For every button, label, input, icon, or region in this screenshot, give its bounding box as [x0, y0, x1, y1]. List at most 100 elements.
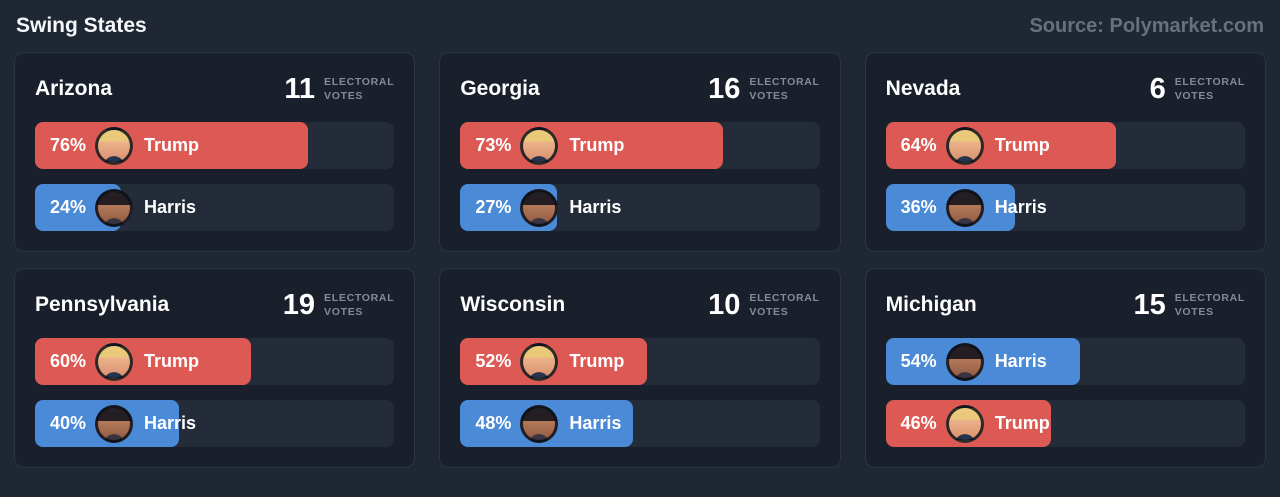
electoral-votes-count: 19	[282, 289, 316, 321]
candidate-avatar	[945, 342, 984, 381]
electoral-votes-label-line: ELECTORAL	[324, 291, 395, 304]
electoral-votes-label-line: VOTES	[749, 89, 789, 102]
state-card-arizona: Arizona 11 ELECTORAL VOTES 76% Trump	[14, 52, 416, 252]
bar-content: 48% Harris	[460, 400, 819, 447]
bar-track: 36% Harris	[885, 184, 1245, 231]
percentage-label: 36%	[900, 197, 937, 217]
electoral-votes: 15 ELECTORAL VOTES	[1133, 287, 1245, 322]
electoral-votes-label-line: VOTES	[1174, 89, 1214, 102]
electoral-votes-label-line: ELECTORAL	[749, 291, 820, 304]
candidate-name: Harris	[994, 197, 1047, 217]
state-card-wisconsin: Wisconsin 10 ELECTORAL VOTES 52% Trump	[439, 268, 841, 468]
electoral-votes-label-line: ELECTORAL	[1174, 75, 1245, 88]
card-header: Nevada 6 ELECTORAL VOTES	[886, 71, 1245, 106]
bar-track: 76% Trump	[35, 122, 395, 169]
state-card-nevada: Nevada 6 ELECTORAL VOTES 64% Trump	[864, 52, 1266, 252]
percentage-label: 76%	[50, 135, 87, 155]
bar-content: 40% Harris	[35, 400, 394, 447]
percentage-label: 40%	[50, 413, 87, 433]
electoral-votes-count: 10	[708, 289, 741, 321]
electoral-votes-label-line: VOTES	[324, 89, 364, 102]
electoral-votes-label-line: ELECTORAL	[324, 75, 395, 88]
candidate-name: Harris	[569, 197, 622, 217]
electoral-votes-label-line: ELECTORAL	[749, 75, 820, 88]
bar-fill	[35, 122, 309, 169]
electoral-votes-label-line: VOTES	[749, 305, 789, 318]
electoral-votes-label: ELECTORAL VOTES	[1175, 76, 1245, 103]
electoral-votes: 6 ELECTORAL VOTES	[1150, 71, 1245, 106]
bar-track: 27% Harris	[460, 184, 820, 231]
bar-track: 60% Trump	[35, 338, 395, 385]
bar-content: 73% Trump	[460, 122, 819, 169]
candidate-avatar	[945, 404, 984, 443]
percentage-label: 24%	[50, 197, 87, 217]
candidate-row: 40% Harris	[35, 400, 395, 447]
page-title: Swing States	[16, 14, 147, 37]
candidate-row: 54% Harris	[885, 338, 1245, 385]
page-header: Swing States Source: Polymarket.com	[14, 10, 1266, 52]
candidate-name: Trump	[144, 351, 200, 371]
percentage-label: 73%	[475, 135, 512, 155]
card-header: Arizona 11 ELECTORAL VOTES	[35, 71, 394, 106]
candidate-name: Harris	[994, 351, 1047, 371]
candidate-avatar	[95, 404, 134, 443]
electoral-votes-label: ELECTORAL VOTES	[1175, 292, 1245, 319]
bar-fill	[885, 122, 1116, 169]
state-card-georgia: Georgia 16 ELECTORAL VOTES 73% Trump	[439, 52, 841, 252]
state-cards-grid: Arizona 11 ELECTORAL VOTES 76% Trump	[14, 52, 1266, 468]
source-credit: Source: Polymarket.com	[1029, 14, 1264, 37]
state-name: Pennsylvania	[35, 293, 170, 316]
percentage-label: 52%	[475, 351, 512, 371]
electoral-votes-label: ELECTORAL VOTES	[749, 76, 819, 103]
bar-track: 64% Trump	[885, 122, 1245, 169]
candidate-avatar	[95, 188, 134, 227]
percentage-label: 48%	[475, 413, 512, 433]
bar-track: 24% Harris	[35, 184, 395, 231]
electoral-votes-label: ELECTORAL VOTES	[749, 292, 819, 319]
candidate-row: 46% Trump	[885, 400, 1245, 447]
bar-track: 52% Trump	[460, 338, 820, 385]
bar-content: 60% Trump	[35, 338, 394, 385]
candidate-row: 60% Trump	[35, 338, 395, 385]
electoral-votes-label-line: VOTES	[324, 305, 364, 318]
bar-content: 52% Trump	[460, 338, 819, 385]
electoral-votes-count: 6	[1149, 73, 1166, 105]
bar-track: 54% Harris	[885, 338, 1245, 385]
candidate-row: 36% Harris	[885, 184, 1245, 231]
electoral-votes-label: ELECTORAL VOTES	[324, 292, 394, 319]
bar-track: 73% Trump	[460, 122, 820, 169]
candidate-name: Trump	[569, 351, 625, 371]
state-name: Wisconsin	[460, 293, 566, 316]
electoral-votes-count: 15	[1133, 289, 1166, 321]
bar-track: 48% Harris	[460, 400, 820, 447]
candidate-avatar	[520, 342, 559, 381]
candidate-avatar	[945, 188, 984, 227]
candidate-row: 27% Harris	[460, 184, 820, 231]
candidate-row: 24% Harris	[35, 184, 395, 231]
candidate-name: Trump	[994, 135, 1050, 155]
bar-track: 46% Trump	[885, 400, 1245, 447]
candidate-name: Trump	[994, 413, 1050, 433]
card-header: Pennsylvania 19 ELECTORAL VOTES	[35, 287, 394, 322]
candidate-avatar	[95, 126, 134, 165]
candidate-avatar	[945, 126, 984, 165]
state-name: Michigan	[885, 293, 977, 316]
state-card-michigan: Michigan 15 ELECTORAL VOTES 54% Harris	[864, 268, 1266, 468]
bar-content: 27% Harris	[460, 184, 819, 231]
electoral-votes: 10 ELECTORAL VOTES	[708, 287, 820, 322]
card-header: Michigan 15 ELECTORAL VOTES	[886, 287, 1245, 322]
bar-content: 54% Harris	[886, 338, 1245, 385]
bar-fill	[460, 122, 723, 169]
candidate-name: Trump	[144, 135, 200, 155]
bar-content: 46% Trump	[886, 400, 1245, 447]
state-name: Georgia	[460, 77, 540, 100]
electoral-votes-label-line: VOTES	[1174, 305, 1214, 318]
candidate-row: 76% Trump	[35, 122, 395, 169]
card-header: Wisconsin 10 ELECTORAL VOTES	[460, 287, 819, 322]
bar-track: 40% Harris	[35, 400, 395, 447]
candidate-avatar	[520, 126, 559, 165]
candidate-avatar	[520, 188, 559, 227]
card-header: Georgia 16 ELECTORAL VOTES	[460, 71, 819, 106]
state-card-pennsylvania: Pennsylvania 19 ELECTORAL VOTES 60% Trum…	[14, 268, 416, 468]
candidate-row: 48% Harris	[460, 400, 820, 447]
